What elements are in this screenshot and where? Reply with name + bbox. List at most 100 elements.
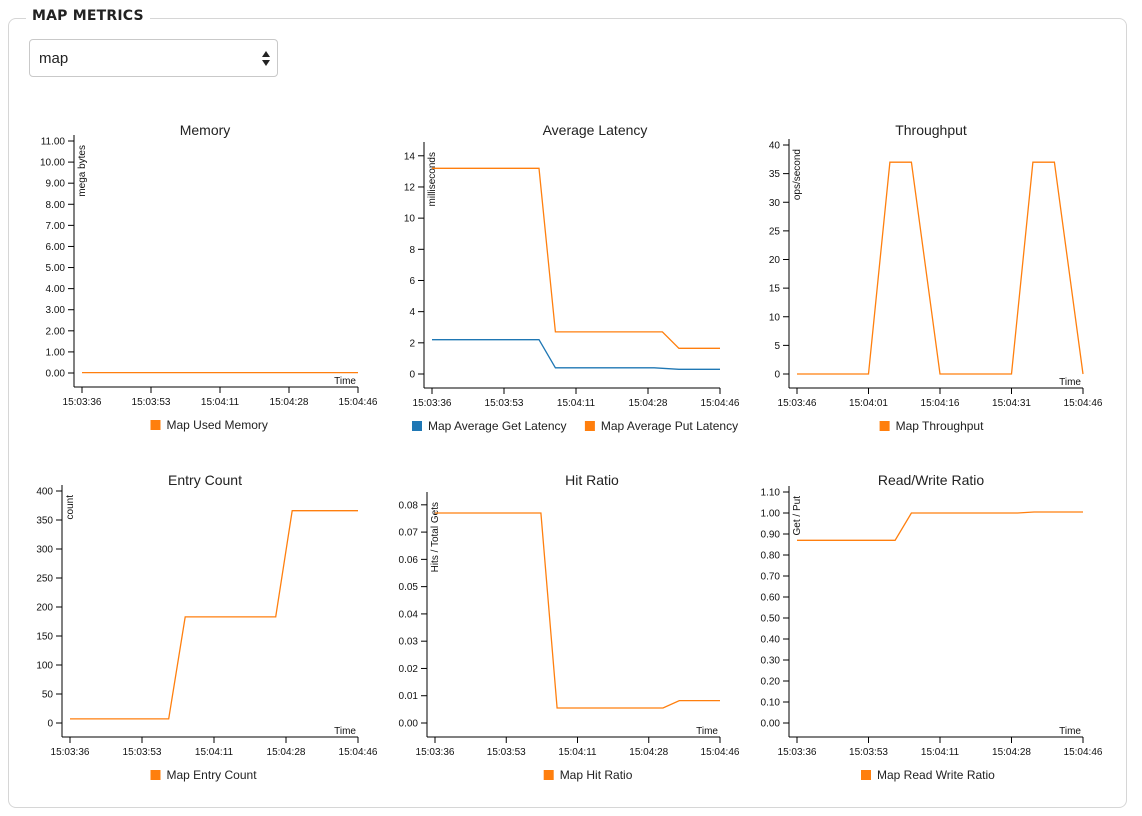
y-tick-label: 5.00 xyxy=(46,263,66,274)
y-tick-label: 350 xyxy=(36,516,53,527)
x-tick-label: 15:04:28 xyxy=(992,747,1031,758)
y-tick-label: 0.05 xyxy=(399,582,419,593)
y-tick-label: 40 xyxy=(769,141,781,152)
chart-title: Throughput xyxy=(895,122,967,138)
x-tick-label: 15:04:31 xyxy=(992,398,1031,409)
select-arrows-icon xyxy=(261,49,271,67)
x-tick-label: 15:04:28 xyxy=(629,747,668,758)
x-tick-label: 15:03:36 xyxy=(63,397,102,408)
y-tick-label: 2 xyxy=(409,338,415,349)
x-tick-label: 15:04:46 xyxy=(1064,747,1103,758)
x-tick-label: 15:03:46 xyxy=(778,398,817,409)
y-axis-label: Get / Put xyxy=(792,496,803,536)
y-tick-label: 0.06 xyxy=(399,555,419,566)
y-tick-label: 150 xyxy=(36,632,53,643)
chart-title: Entry Count xyxy=(168,472,242,488)
x-axis-label: Time xyxy=(334,376,356,387)
series-line-map-entry-count xyxy=(70,510,358,720)
legend-swatch xyxy=(861,770,871,780)
x-tick-label: 15:04:11 xyxy=(195,747,234,758)
legend-label: Map Used Memory xyxy=(167,418,268,432)
chart-title: Hit Ratio xyxy=(565,472,619,488)
y-tick-label: 1.00 xyxy=(46,347,66,358)
y-tick-label: 0 xyxy=(774,370,780,381)
x-tick-label: 15:04:46 xyxy=(701,398,740,409)
y-tick-label: 0.01 xyxy=(399,691,419,702)
y-tick-label: 0 xyxy=(409,370,415,381)
y-tick-label: 0.70 xyxy=(761,572,781,583)
x-tick-label: 15:04:46 xyxy=(1064,398,1103,409)
y-tick-label: 0.30 xyxy=(761,656,781,667)
y-tick-label: 10.00 xyxy=(40,158,65,169)
series-line-map-average-put-latency xyxy=(432,167,720,349)
y-tick-label: 0.50 xyxy=(761,614,781,625)
y-tick-label: 35 xyxy=(769,169,781,180)
x-tick-label: 15:04:11 xyxy=(921,747,960,758)
chart-svg: Throughput 0 5 10 15 20 25 30 35 40 15:03:46 15:04:… xyxy=(769,122,1103,433)
y-tick-label: 0.00 xyxy=(761,719,781,730)
y-tick-label: 8 xyxy=(409,245,415,256)
y-tick-label: 50 xyxy=(42,690,54,701)
x-axis-label: Time xyxy=(1059,726,1081,737)
chart-svg: Hit Ratio 0.00 0.01 0.02 0.03 0.04 0.05 0.06 0.0… xyxy=(399,472,740,782)
y-tick-label: 400 xyxy=(36,487,53,498)
y-tick-label: 100 xyxy=(36,661,53,672)
y-tick-label: 0.80 xyxy=(761,551,781,562)
y-tick-label: 25 xyxy=(769,226,781,237)
y-tick-label: 30 xyxy=(769,198,781,209)
y-tick-label: 6 xyxy=(409,276,415,287)
y-axis-label: milliseconds xyxy=(427,152,438,206)
series-line-map-read-write-ratio xyxy=(797,511,1083,541)
y-tick-label: 2.00 xyxy=(46,326,66,337)
y-tick-label: 0.90 xyxy=(761,530,781,541)
legend-swatch xyxy=(150,420,161,430)
y-tick-label: 7.00 xyxy=(46,221,66,232)
average-latency-chart: Average Latency 0 2 4 6 8 10 12 14 15:03:36 15:03:… xyxy=(390,118,740,438)
series-line-map-average-get-latency xyxy=(432,339,720,370)
x-tick-label: 15:04:46 xyxy=(339,397,378,408)
x-tick-label: 15:04:11 xyxy=(201,397,240,408)
legend-swatch xyxy=(543,770,554,780)
x-tick-label: 15:03:36 xyxy=(51,747,90,758)
legend-label: Map Average Get Latency xyxy=(428,419,567,433)
y-tick-label: 9.00 xyxy=(46,179,66,190)
y-tick-label: 0 xyxy=(47,719,53,730)
y-tick-label: 12 xyxy=(404,182,416,193)
x-axis-label: Time xyxy=(696,726,718,737)
map-select[interactable]: map xyxy=(29,39,278,77)
y-tick-label: 300 xyxy=(36,545,53,556)
y-tick-label: 0.03 xyxy=(399,637,419,648)
x-tick-label: 15:03:53 xyxy=(485,398,524,409)
y-tick-label: 0.40 xyxy=(761,635,781,646)
legend-swatch xyxy=(150,770,161,780)
legend-label: Map Average Put Latency xyxy=(601,419,738,433)
y-tick-label: 0.00 xyxy=(399,719,419,730)
x-tick-label: 15:03:53 xyxy=(132,397,171,408)
y-tick-label: 11.00 xyxy=(41,137,66,148)
y-tick-label: 8.00 xyxy=(46,200,66,211)
legend-label: Map Entry Count xyxy=(167,768,258,782)
legend-swatch xyxy=(584,421,595,431)
map-metrics-panel xyxy=(8,18,1127,808)
y-tick-label: 20 xyxy=(769,255,781,266)
entry-count-chart: Entry Count 0 50 100 150 200 250 300 350 400 15:03… xyxy=(30,468,380,788)
y-tick-label: 0.04 xyxy=(399,609,419,620)
x-tick-label: 15:03:36 xyxy=(416,747,455,758)
section-title: MAP METRICS xyxy=(26,8,150,24)
y-tick-label: 5 xyxy=(774,341,780,352)
y-axis-label: count xyxy=(65,495,76,520)
x-tick-label: 15:04:28 xyxy=(267,747,306,758)
x-tick-label: 15:04:46 xyxy=(701,747,740,758)
y-axis-label: Hits / Total Gets xyxy=(430,502,441,572)
x-tick-label: 15:04:01 xyxy=(849,398,888,409)
memory-chart: Memory 0.00 1.00 2.00 3.00 4.00 5.00 6.00 7.00 8.… xyxy=(30,118,380,438)
x-tick-label: 15:03:53 xyxy=(487,747,526,758)
y-tick-label: 0.07 xyxy=(399,528,419,539)
x-tick-label: 15:04:16 xyxy=(921,398,960,409)
legend-label: Map Hit Ratio xyxy=(560,768,633,782)
y-axis-label: mega bytes xyxy=(77,145,88,197)
y-axis-label: ops/second xyxy=(792,149,803,200)
x-tick-label: 15:04:28 xyxy=(270,397,309,408)
y-tick-label: 1.00 xyxy=(761,509,781,520)
y-tick-label: 0.02 xyxy=(399,664,419,675)
